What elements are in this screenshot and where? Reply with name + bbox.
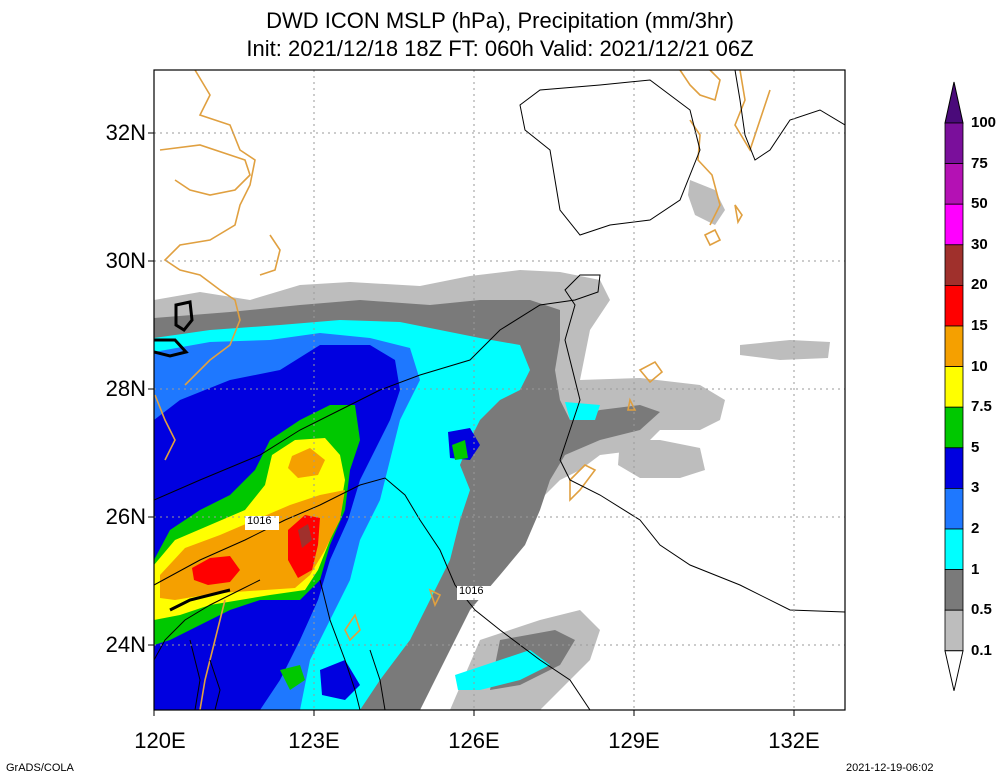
- colorbar-level-label: 100: [971, 114, 997, 131]
- lat-label-30n: 30N: [105, 248, 146, 273]
- colorbar: [944, 81, 964, 691]
- footer-timestamp: 2021-12-19-06:02: [846, 762, 934, 774]
- lon-label-129e: 129E: [608, 728, 660, 753]
- map-frame: [153, 69, 846, 711]
- colorbar-level-label: 7.5: [971, 398, 992, 416]
- grid: [154, 70, 845, 710]
- colorbar-swatch: [944, 163, 964, 205]
- colorbar-level-label: 3: [971, 479, 980, 497]
- colorbar-level-label: 10: [971, 357, 988, 375]
- colorbar-swatch: [944, 406, 964, 449]
- colorbar-level-label: 2: [971, 520, 980, 537]
- colorbar-bottom-arrow: [944, 650, 964, 691]
- colorbar-swatch: [944, 203, 964, 246]
- colorbar-swatch: [944, 569, 964, 611]
- colorbar-swatch: [944, 447, 964, 489]
- colorbar-swatch: [944, 244, 964, 286]
- precip-20: [298, 524, 312, 548]
- isobar-label: 1016: [247, 515, 272, 527]
- lat-label-24n: 24N: [105, 632, 146, 657]
- lon-label-120e: 120E: [134, 728, 186, 753]
- colorbar-level-label: 75: [971, 154, 988, 172]
- footer-credit: GrADS/COLA: [6, 762, 74, 774]
- lon-label-123e: 123E: [288, 728, 340, 753]
- colorbar-level-label: 30: [971, 235, 988, 253]
- colorbar-level-label: 50: [971, 195, 988, 213]
- colorbar-swatch: [944, 122, 964, 164]
- lon-label-132e: 132E: [768, 728, 820, 753]
- isobar-bold: [154, 300, 231, 612]
- colorbar-swatch: [944, 325, 964, 367]
- colorbar-swatch: [944, 528, 964, 570]
- axis-ticks: [148, 132, 795, 716]
- lon-label-126e: 126E: [448, 728, 500, 753]
- colorbar-swatch: [944, 609, 964, 652]
- colorbar-level-label: 0.5: [971, 601, 992, 619]
- lat-label-28n: 28N: [105, 376, 146, 401]
- map-area: [154, 70, 845, 710]
- colorbar-swatch: [944, 284, 964, 327]
- colorbar-level-label: 15: [971, 317, 988, 334]
- colorbar-swatch: [944, 487, 964, 530]
- precip-15: [192, 515, 320, 585]
- isobar-label: 1016: [459, 585, 484, 597]
- colorbar-top-arrow: [944, 81, 964, 124]
- colorbar-level-label: 1: [971, 560, 980, 578]
- colorbar-level-label: 0.1: [971, 641, 992, 659]
- map-title: DWD ICON MSLP (hPa), Precipitation (mm/3…: [266, 8, 734, 33]
- colorbar-level-label: 5: [971, 438, 980, 456]
- colorbar-swatch: [944, 366, 964, 408]
- lat-label-26n: 26N: [105, 504, 146, 529]
- colorbar-level-label: 20: [971, 276, 988, 294]
- map-subtitle: Init: 2021/12/18 18Z FT: 060h Valid: 202…: [246, 36, 754, 61]
- lat-label-32n: 32N: [105, 120, 146, 145]
